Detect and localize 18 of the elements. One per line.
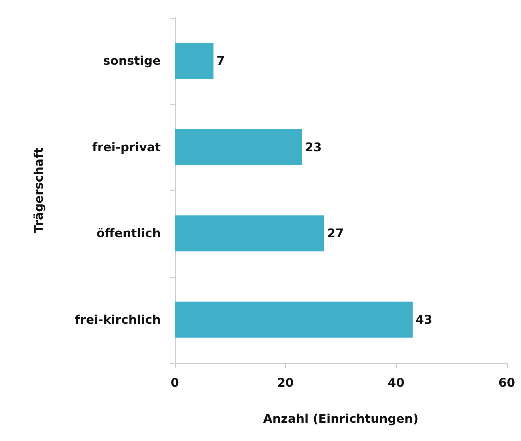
bar bbox=[175, 216, 324, 252]
x-tick-label: 20 bbox=[277, 376, 294, 390]
bar bbox=[175, 129, 302, 166]
x-tick-label: 40 bbox=[388, 376, 405, 390]
data-label: 43 bbox=[416, 312, 433, 327]
bar bbox=[175, 302, 413, 338]
x-tick-label: 0 bbox=[170, 376, 180, 390]
data-label: 23 bbox=[305, 140, 322, 154]
data-label: 27 bbox=[327, 226, 344, 241]
y-tick-label: öffentlich bbox=[96, 226, 161, 241]
x-axis-title: Anzahl (Einrichtungen) bbox=[263, 412, 419, 426]
y-axis-title: Trägerschaft bbox=[32, 148, 46, 234]
x-tick-label: 60 bbox=[498, 376, 516, 390]
data-label: 7 bbox=[216, 54, 226, 68]
bar bbox=[175, 43, 214, 80]
y-tick-label: frei-kirchlich bbox=[75, 312, 161, 327]
y-tick-label: frei-privat bbox=[92, 140, 162, 154]
y-tick-label: sonstige bbox=[103, 54, 161, 68]
